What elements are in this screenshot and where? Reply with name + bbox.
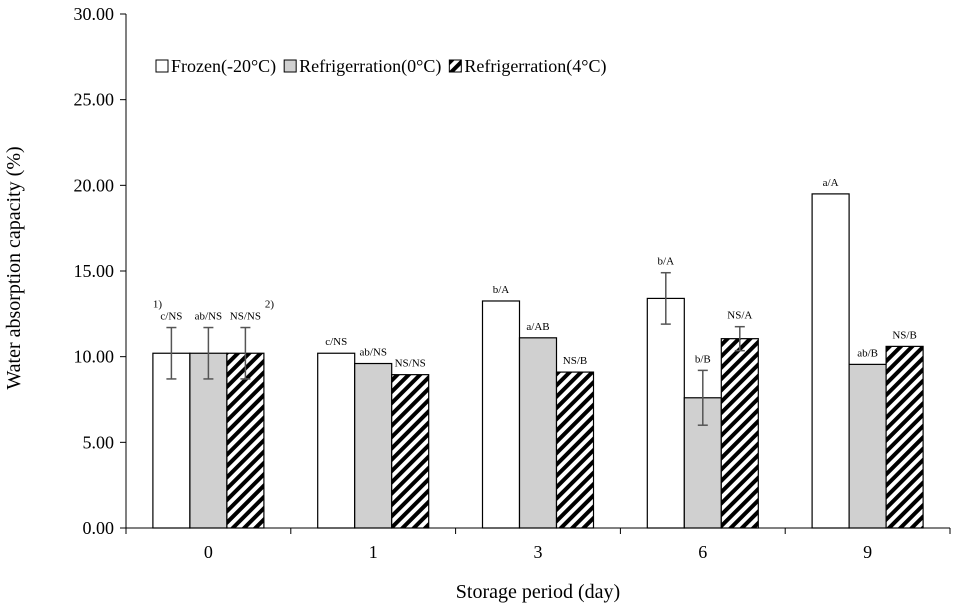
bar-label: c/NS — [160, 311, 182, 323]
bar — [317, 352, 356, 529]
x-tick-label: 1 — [369, 542, 378, 562]
bar-labels: c/NS ab/NS NS/NS c/NS ab/NS NS/NS b/A a/AB NS/B b… — [153, 177, 917, 370]
x-axis: 0 1 3 6 9 — [125, 527, 951, 562]
bar-label: c/NS — [325, 336, 347, 348]
bar-label: NS/NS — [395, 358, 426, 370]
bars — [152, 193, 924, 529]
y-tick-label: 30.00 — [74, 4, 115, 24]
x-axis-title: Storage period (day) — [456, 581, 620, 603]
bar — [555, 371, 595, 529]
legend-swatch — [448, 59, 462, 73]
legend-label: Frozen(-20°C) — [171, 56, 276, 77]
bar-label: NS/B — [563, 355, 587, 367]
legend: Frozen(-20°C) Refrigerration(0°C) Refriger… — [155, 56, 606, 77]
bar-label: ab/NS — [359, 347, 387, 359]
legend-swatch — [283, 59, 297, 73]
legend-label: Refrigerration(0°C) — [299, 56, 441, 77]
bar-label: ab/NS — [195, 311, 223, 323]
bar — [518, 337, 558, 529]
bar — [646, 297, 685, 529]
bar — [354, 362, 393, 529]
bar-label: NS/B — [892, 329, 916, 341]
y-tick-label: 5.00 — [83, 432, 115, 452]
bar — [848, 363, 887, 529]
bar-label: b/A — [493, 284, 510, 296]
bar — [720, 338, 759, 529]
error-bars — [166, 271, 745, 426]
bar — [391, 374, 430, 529]
y-tick-label: 0.00 — [83, 518, 115, 538]
y-axis-title: Water absorption capacity (%) — [3, 146, 25, 389]
y-tick-label: 20.00 — [74, 175, 115, 195]
x-tick-label: 6 — [698, 542, 707, 562]
bar-label: a/AB — [526, 321, 549, 333]
bar — [226, 352, 265, 529]
bar-label: NS/A — [727, 310, 752, 322]
bar-label: ab/B — [857, 347, 878, 359]
footnote-marker: 1) — [153, 299, 163, 311]
bar-label: b/B — [695, 353, 711, 365]
y-tick-label: 15.00 — [74, 261, 115, 281]
bar-label: a/A — [823, 177, 839, 189]
x-tick-label: 3 — [534, 542, 543, 562]
legend-label: Refrigerration(4°C) — [464, 56, 606, 77]
footnote-marker: 2) — [265, 299, 275, 311]
bar — [152, 352, 191, 529]
legend-swatch — [155, 59, 169, 73]
bar — [811, 193, 850, 529]
bar — [885, 345, 924, 529]
x-tick-label: 9 — [863, 542, 872, 562]
bar-label: NS/NS — [230, 311, 261, 323]
y-tick-label: 25.00 — [74, 90, 115, 110]
bar-label: b/A — [658, 256, 675, 268]
y-tick-label: 10.00 — [74, 347, 115, 367]
y-axis: 0.00 5.00 10.00 15.00 20.00 25.00 30.00 — [74, 4, 127, 538]
x-tick-label: 0 — [204, 542, 213, 562]
bar — [481, 300, 521, 529]
